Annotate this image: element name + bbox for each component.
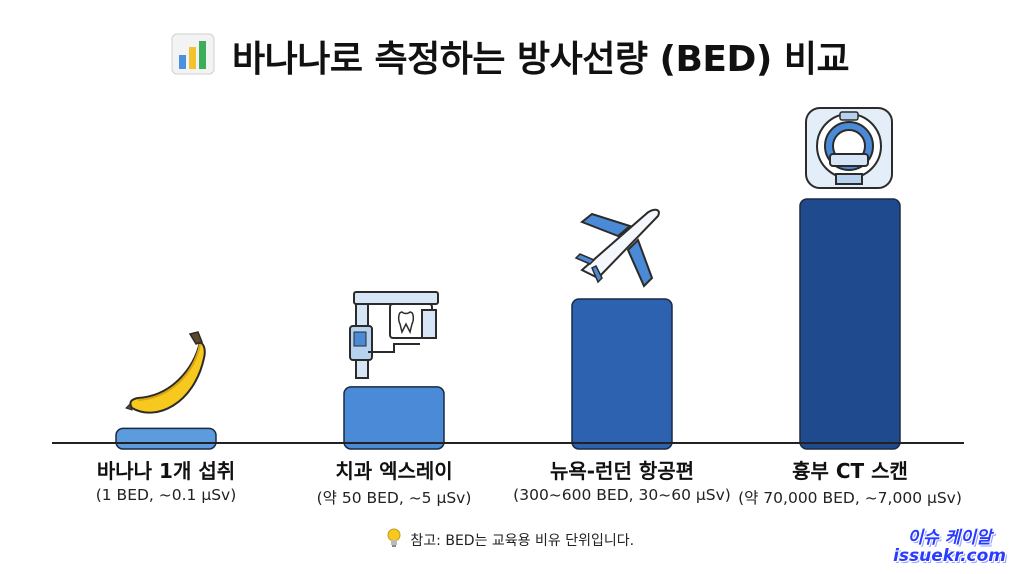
- dental-xray-icon: [349, 291, 439, 379]
- bar-1: [115, 427, 217, 450]
- watermark-line-2: issuekr.com: [893, 546, 1006, 567]
- category-sublabel: (약 70,000 BED, ~7,000 µSv): [738, 489, 962, 507]
- bar-2: [343, 386, 445, 450]
- category-sublabel: (1 BED, ~0.1 µSv): [95, 486, 237, 504]
- chart-title: 바나나로 측정하는 방사선량 (BED) 비교: [0, 30, 1020, 86]
- page-title: 바나나로 측정하는 방사선량 (BED) 비교: [231, 39, 850, 80]
- bar-3: [571, 298, 673, 450]
- category-label: 치과 엑스레이: [335, 459, 453, 483]
- category-label: 뉴욕-런던 항공편: [549, 459, 695, 483]
- watermark-line-1: 이슈 케이알: [907, 528, 992, 549]
- banana-icon: [125, 331, 206, 414]
- category-sublabel: (300~600 BED, 30~60 µSv): [513, 486, 731, 504]
- airplane-icon: [574, 208, 660, 288]
- category-label: 바나나 1개 섭취: [96, 459, 236, 483]
- ct-scanner-icon: [805, 107, 893, 189]
- category-sublabel: (약 50 BED, ~5 µSv): [316, 489, 472, 507]
- bar-chart-icon: [171, 33, 215, 79]
- category-label: 흉부 CT 스캔: [792, 459, 908, 483]
- lightbulb-icon: [386, 528, 402, 552]
- watermark: 이슈 케이알 issuekr.com: [893, 528, 1006, 567]
- bar-4: [799, 198, 901, 450]
- footnote-text: 참고: BED는 교육용 비유 단위입니다.: [410, 533, 635, 549]
- footnote: 참고: BED는 교육용 비유 단위입니다.: [0, 528, 1020, 552]
